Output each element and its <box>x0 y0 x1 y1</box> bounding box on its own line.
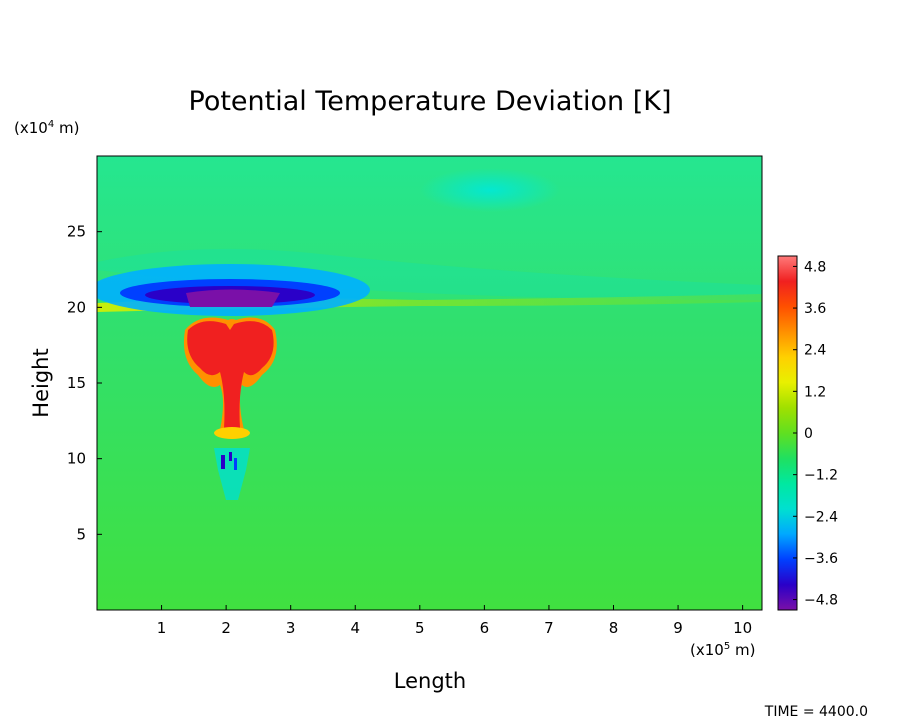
x-tick-label: 4 <box>350 619 360 637</box>
colorbar: 4.8 3.6 2.4 1.2 0 −1.2 −2.4 −3.6 −4.8 <box>777 255 838 611</box>
plot-area <box>97 156 762 610</box>
colorbar-tick-label: −2.4 <box>804 509 838 525</box>
colorbar-tick-label: 1.2 <box>804 384 826 400</box>
y-tick-label: 15 <box>67 374 86 392</box>
y-unit-label: (x104 m) <box>14 119 79 137</box>
x-tick-label: 7 <box>544 619 554 637</box>
x-tick-label: 2 <box>221 619 231 637</box>
colorbar-tick-label: −3.6 <box>804 551 838 567</box>
y-axis-label: Height <box>29 348 53 417</box>
colorbar-tick-label: −4.8 <box>804 593 838 609</box>
x-tick-label: 8 <box>609 619 619 637</box>
colorbar-tick-label: 2.4 <box>804 343 826 359</box>
chart-title: Potential Temperature Deviation [K] <box>189 86 672 117</box>
colorbar-tick-label: 3.6 <box>804 301 826 317</box>
x-unit-label: (x105 m) <box>690 641 755 659</box>
x-tick-label: 10 <box>733 619 752 637</box>
colorbar-tick-label: −1.2 <box>804 468 838 484</box>
time-label: TIME = 4400.0 <box>764 704 868 720</box>
y-tick-label: 25 <box>67 223 86 241</box>
x-axis-ticks: 1 2 3 4 5 6 7 8 9 10 <box>157 605 752 637</box>
y-axis-ticks: 5 10 15 20 25 <box>67 223 102 543</box>
x-axis-label: Length <box>394 669 466 693</box>
x-tick-label: 1 <box>157 619 167 637</box>
y-tick-label: 20 <box>67 298 86 316</box>
x-tick-label: 3 <box>286 619 296 637</box>
colorbar-tick-label: 0 <box>804 426 813 442</box>
y-tick-label: 10 <box>67 450 86 468</box>
x-tick-label: 9 <box>673 619 683 637</box>
colorbar-tick-label: 4.8 <box>804 259 826 275</box>
y-tick-label: 5 <box>76 525 86 543</box>
x-tick-label: 6 <box>480 619 490 637</box>
colorbar-ticks: 4.8 3.6 2.4 1.2 0 −1.2 −2.4 −3.6 −4.8 <box>793 259 838 609</box>
x-tick-label: 5 <box>415 619 425 637</box>
